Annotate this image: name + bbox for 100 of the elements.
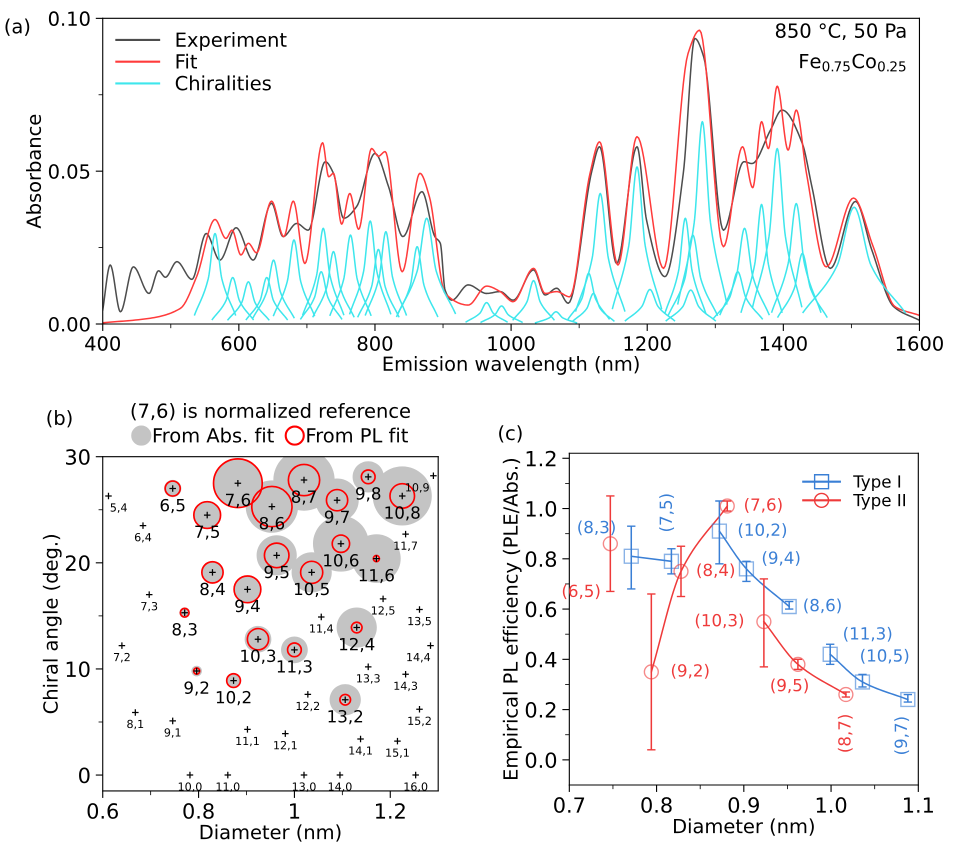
x-axis-title: Diameter (nm) (200, 824, 340, 842)
y-tick-label: 20 (66, 555, 90, 572)
annotation: (7,6) (745, 498, 782, 513)
x-axis-title: Emission wavelength (nm) (384, 356, 639, 375)
y-tick-label: 0.00 (48, 316, 90, 332)
annotation: 12,4 (340, 638, 374, 652)
annotation: 13,3 (357, 674, 380, 684)
legend-label: From PL fit (307, 428, 408, 443)
legend-label: Experiment (176, 32, 287, 51)
y-tick-label: 0 (79, 768, 90, 784)
x-tick-label: 0.7 (554, 797, 584, 813)
y-axis-title: Empirical PL efficiency (PLE/Abs.) (502, 458, 522, 780)
x-tick-label: 600 (222, 336, 256, 351)
annotation: 11,1 (236, 736, 259, 746)
legend-label: Type I (853, 475, 900, 491)
annotation: 10,0 (178, 782, 202, 792)
annotation: 13,0 (292, 782, 316, 792)
x-axis-title: Diameter (nm) (674, 818, 814, 836)
text: (c) (499, 425, 522, 443)
chart-title: (7,6) is normalized reference (132, 403, 410, 420)
y-tick-label: 1.2 (526, 450, 556, 466)
y-axis-title: Chiral angle (deg.) (42, 535, 62, 714)
annotation: (9,2) (672, 664, 709, 679)
annotation: 9,7 (324, 510, 349, 525)
annotation: 11,3 (278, 660, 312, 674)
x-tick-label: 0.8 (641, 797, 672, 813)
annotation: 15,2 (408, 716, 431, 726)
annotation: 8,4 (200, 582, 225, 597)
annotation: (11,3) (844, 626, 892, 642)
annotation: 14,1 (349, 746, 372, 756)
annotation: (8,6) (804, 598, 841, 614)
x-tick-label: 0.6 (88, 803, 118, 819)
annotation: 10,8 (386, 506, 420, 521)
annotation: 9,5 (264, 566, 288, 580)
annotation: 850 °C, 50 Pa (776, 23, 906, 40)
annotation: 6,4 (134, 532, 152, 543)
annotation: 10,5 (294, 582, 329, 597)
legend-label: Type II (853, 494, 906, 510)
annotation: 10,6 (324, 554, 358, 568)
annotation: 11,6 (360, 568, 394, 584)
annotation: (9,5) (771, 678, 808, 694)
annotation: (10,5) (861, 648, 908, 664)
x-tick-label: 1.2 (376, 803, 405, 819)
y-tick-label: 1.0 (526, 500, 556, 517)
annotation: 16,0 (404, 782, 428, 792)
annotation: (10,2) (738, 523, 786, 538)
x-tick-label: 1.0 (816, 797, 846, 813)
y-tick-label: 10 (66, 661, 90, 678)
annotation: 9,4 (235, 600, 260, 614)
y-tick-label: 0.2 (526, 702, 556, 718)
annotation: 10,3 (241, 650, 276, 664)
annotation: 15,1 (386, 748, 409, 758)
annotation: 6,5 (160, 498, 184, 514)
x-tick-label: 800 (358, 336, 392, 351)
annotation: Fe$_{0.75}$Co$_{0.25}$ (800, 54, 906, 72)
annotation: 5,4 (110, 503, 127, 513)
annotation: 11,0 (216, 782, 240, 792)
x-tick-label: 1400 (760, 336, 807, 351)
annotation: 11,4 (310, 624, 334, 634)
annotation: 8,1 (127, 720, 144, 730)
annotation: 9,2 (184, 681, 208, 696)
annotation: 14,4 (407, 653, 430, 662)
y-tick-label: 0.8 (526, 551, 556, 568)
y-axis-title: Absorbance (26, 114, 42, 228)
annotation: 13,2 (328, 710, 362, 724)
annotation: 7,5 (195, 526, 219, 540)
y-tick-label: 0.6 (526, 602, 556, 618)
x-tick-label: 0.9 (728, 797, 759, 813)
text: (a) (5, 18, 30, 36)
annotation: 10,2 (216, 690, 250, 706)
legend-label: Chiralities (176, 75, 271, 90)
annotation: 14,3 (394, 682, 418, 692)
x-tick-label: 1600 (896, 336, 943, 351)
annotation: 7,3 (141, 602, 158, 612)
legend-label: Fit (176, 54, 198, 68)
x-tick-label: 1000 (488, 336, 535, 351)
annotation: 11,7 (394, 542, 418, 552)
x-tick-label: 400 (85, 336, 120, 351)
annotation: (8,4) (697, 563, 734, 578)
annotation: 14,0 (328, 782, 352, 792)
annotation: 12,2 (296, 702, 320, 712)
annotation: (7,5) (659, 494, 674, 532)
annotation: (9,7) (894, 717, 910, 754)
annotation: 7,6 (226, 494, 250, 508)
annotation: (8,7) (838, 715, 853, 752)
annotation: 7,2 (114, 652, 130, 662)
legend-label: From Abs. fit (154, 428, 274, 443)
x-tick-label: 1.1 (904, 797, 933, 813)
y-tick-label: 30 (66, 449, 90, 465)
y-tick-label: 0.10 (48, 11, 90, 26)
x-tick-label: 0.8 (183, 803, 214, 819)
y-tick-label: 0.0 (526, 752, 556, 768)
x-tick-label: 1200 (624, 336, 671, 351)
y-tick-label: 0.05 (48, 164, 90, 179)
annotation: 8,3 (172, 622, 197, 638)
annotation: 12,5 (372, 606, 394, 616)
x-tick-label: 1 (290, 803, 300, 819)
annotation: (9,4) (762, 551, 800, 566)
annotation: 13,5 (408, 616, 431, 626)
y-tick-label: 0.4 (526, 652, 556, 668)
